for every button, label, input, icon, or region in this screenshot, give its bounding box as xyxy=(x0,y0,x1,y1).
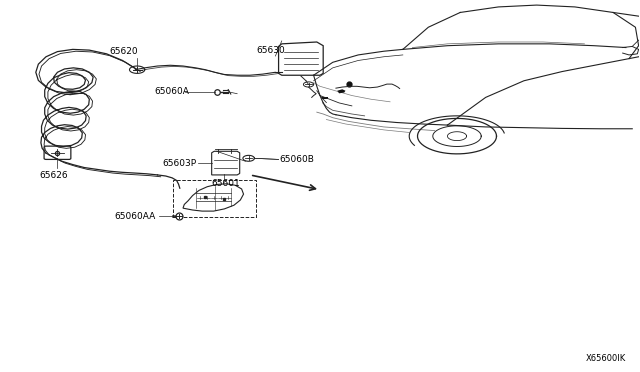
Polygon shape xyxy=(322,97,328,99)
Text: 65630: 65630 xyxy=(256,46,285,55)
Polygon shape xyxy=(183,184,244,211)
Polygon shape xyxy=(278,42,323,75)
Text: 65060AA: 65060AA xyxy=(115,212,156,221)
Text: 65603P: 65603P xyxy=(162,158,196,168)
Text: 65060B: 65060B xyxy=(280,155,315,164)
Text: 65060A: 65060A xyxy=(154,87,189,96)
Polygon shape xyxy=(212,151,240,175)
Text: 65626: 65626 xyxy=(40,171,68,180)
Polygon shape xyxy=(337,89,346,93)
FancyBboxPatch shape xyxy=(44,146,71,160)
Text: X65600IK: X65600IK xyxy=(586,354,626,363)
Bar xyxy=(173,180,256,217)
Text: 65601: 65601 xyxy=(212,179,241,187)
Text: 65620: 65620 xyxy=(109,47,138,56)
